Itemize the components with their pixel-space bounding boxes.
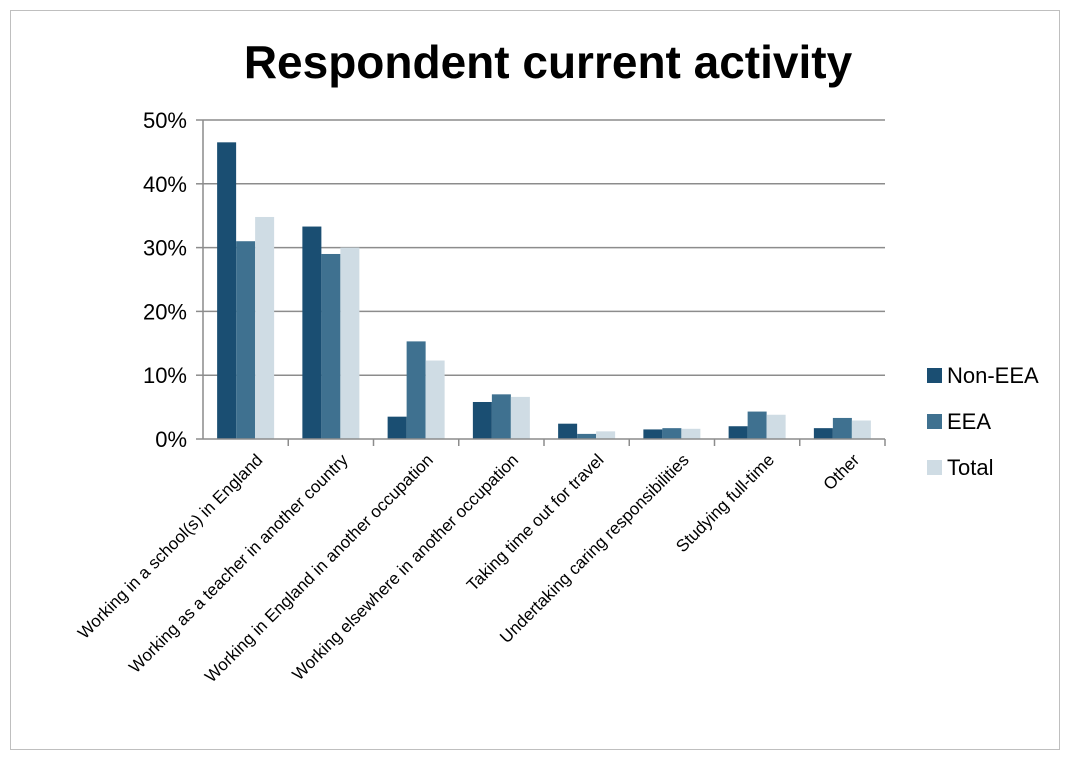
legend: Non-EEA EEA Total xyxy=(927,363,1039,480)
legend-label: Total xyxy=(947,455,993,480)
y-axis-ticks: 0% 10% 20% 30% 40% 50% xyxy=(143,108,203,452)
y-tick-label: 10% xyxy=(143,363,187,388)
bar-total xyxy=(596,431,616,439)
bar-total xyxy=(340,247,360,439)
bar-total xyxy=(510,396,530,439)
bars xyxy=(217,142,871,439)
legend-swatch xyxy=(927,414,942,429)
bar-total xyxy=(681,428,701,439)
bar-non-eea xyxy=(558,423,578,439)
bar-non-eea xyxy=(643,429,663,439)
bar-total xyxy=(255,216,275,439)
bar-non-eea xyxy=(302,226,322,439)
bar-non-eea xyxy=(472,401,492,439)
chart-frame xyxy=(10,10,1060,750)
bar-total xyxy=(425,360,445,439)
bar-eea xyxy=(491,394,511,439)
bar-eea xyxy=(832,417,852,439)
bar-eea xyxy=(662,428,682,439)
bar-non-eea xyxy=(387,416,407,439)
y-tick-label: 40% xyxy=(143,172,187,197)
y-tick-label: 50% xyxy=(143,108,187,133)
y-tick-label: 20% xyxy=(143,299,187,324)
category-label: Taking time out for travel xyxy=(463,450,607,594)
bar-eea xyxy=(406,341,426,439)
legend-swatch xyxy=(927,460,942,475)
legend-label: EEA xyxy=(947,409,991,434)
bar-non-eea xyxy=(813,428,833,439)
bar-total xyxy=(851,420,871,439)
x-axis xyxy=(202,120,886,446)
y-tick-label: 0% xyxy=(155,427,187,452)
bar-eea xyxy=(236,241,256,439)
y-tick-label: 30% xyxy=(143,236,187,261)
legend-label: Non-EEA xyxy=(947,363,1039,388)
chart-title: Respondent current activity xyxy=(244,36,853,88)
legend-swatch xyxy=(927,368,942,383)
bar-non-eea xyxy=(217,142,237,439)
bar-eea xyxy=(321,253,341,439)
category-label: Undertaking caring responsibilities xyxy=(496,450,693,647)
x-axis-categories: Working in a school(s) in EnglandWorking… xyxy=(74,450,863,686)
bar-eea xyxy=(577,433,597,439)
bar-total xyxy=(766,414,786,439)
category-label: Other xyxy=(820,450,864,494)
bar-non-eea xyxy=(728,426,748,439)
bar-eea xyxy=(747,411,767,439)
category-label: Working in a school(s) in England xyxy=(74,450,266,642)
